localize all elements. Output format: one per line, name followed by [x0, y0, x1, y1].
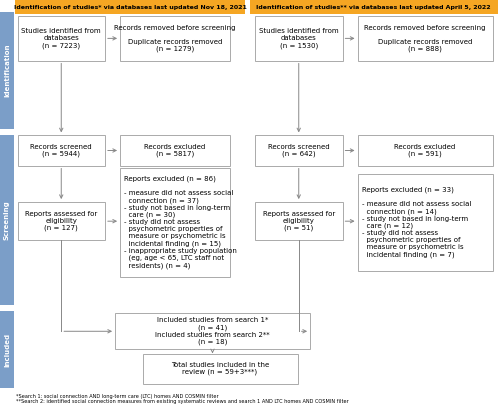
- Bar: [0, 135, 14, 305]
- Bar: [255, 202, 342, 240]
- Bar: [358, 174, 492, 271]
- Bar: [120, 135, 230, 166]
- Text: Records removed before screening

Duplicate records removed
(n = 888): Records removed before screening Duplica…: [364, 25, 486, 52]
- Text: Reports assessed for
eligibility
(n = 51): Reports assessed for eligibility (n = 51…: [262, 211, 335, 231]
- Text: Identification of studies* via databases last updated Nov 18, 2021: Identification of studies* via databases…: [14, 4, 246, 10]
- Text: **Search 2: identified social connection measures from existing systematic revie: **Search 2: identified social connection…: [16, 399, 349, 404]
- Bar: [250, 0, 498, 14]
- Text: Studies identified from
databases
(n = 1530): Studies identified from databases (n = 1…: [259, 28, 338, 48]
- Text: Included: Included: [4, 332, 10, 366]
- Bar: [18, 202, 105, 240]
- Text: Identification: Identification: [4, 44, 10, 97]
- Bar: [142, 354, 298, 384]
- Text: Records removed before screening

Duplicate records removed
(n = 1279): Records removed before screening Duplica…: [114, 25, 236, 52]
- Text: Reports excluded (n = 86)

- measure did not assess social
  connection (n = 37): Reports excluded (n = 86) - measure did …: [124, 176, 237, 269]
- Text: *Search 1: social connection AND long-term care (LTC) homes AND COSMIN filter: *Search 1: social connection AND long-te…: [16, 394, 219, 399]
- Bar: [358, 135, 492, 166]
- Text: Records excluded
(n = 591): Records excluded (n = 591): [394, 144, 456, 157]
- Text: Records screened
(n = 5944): Records screened (n = 5944): [30, 144, 92, 157]
- Text: Records screened
(n = 642): Records screened (n = 642): [268, 144, 330, 157]
- Text: Included studies from search 1*
(n = 41)
Included studies from search 2**
(n = 1: Included studies from search 1* (n = 41)…: [155, 317, 270, 345]
- Text: Reports excluded (n = 33)

- measure did not assess social
  connection (n = 14): Reports excluded (n = 33) - measure did …: [362, 187, 471, 258]
- Text: Studies identified from
databases
(n = 7223): Studies identified from databases (n = 7…: [22, 28, 101, 48]
- Bar: [0, 12, 14, 129]
- Bar: [18, 16, 105, 61]
- Bar: [120, 168, 230, 277]
- Text: Total studies included in the
review (n = 59+3***): Total studies included in the review (n …: [171, 362, 269, 375]
- Bar: [255, 16, 342, 61]
- Bar: [120, 16, 230, 61]
- Text: Reports assessed for
eligibility
(n = 127): Reports assessed for eligibility (n = 12…: [25, 211, 98, 231]
- Bar: [0, 311, 14, 388]
- Bar: [15, 0, 245, 14]
- Bar: [255, 135, 342, 166]
- Bar: [115, 313, 310, 349]
- Bar: [18, 135, 105, 166]
- Bar: [358, 16, 492, 61]
- Text: Records excluded
(n = 5817): Records excluded (n = 5817): [144, 144, 206, 157]
- Text: Screening: Screening: [4, 200, 10, 240]
- Text: Identification of studies** via databases last updated April 5, 2022: Identification of studies** via database…: [256, 4, 491, 10]
